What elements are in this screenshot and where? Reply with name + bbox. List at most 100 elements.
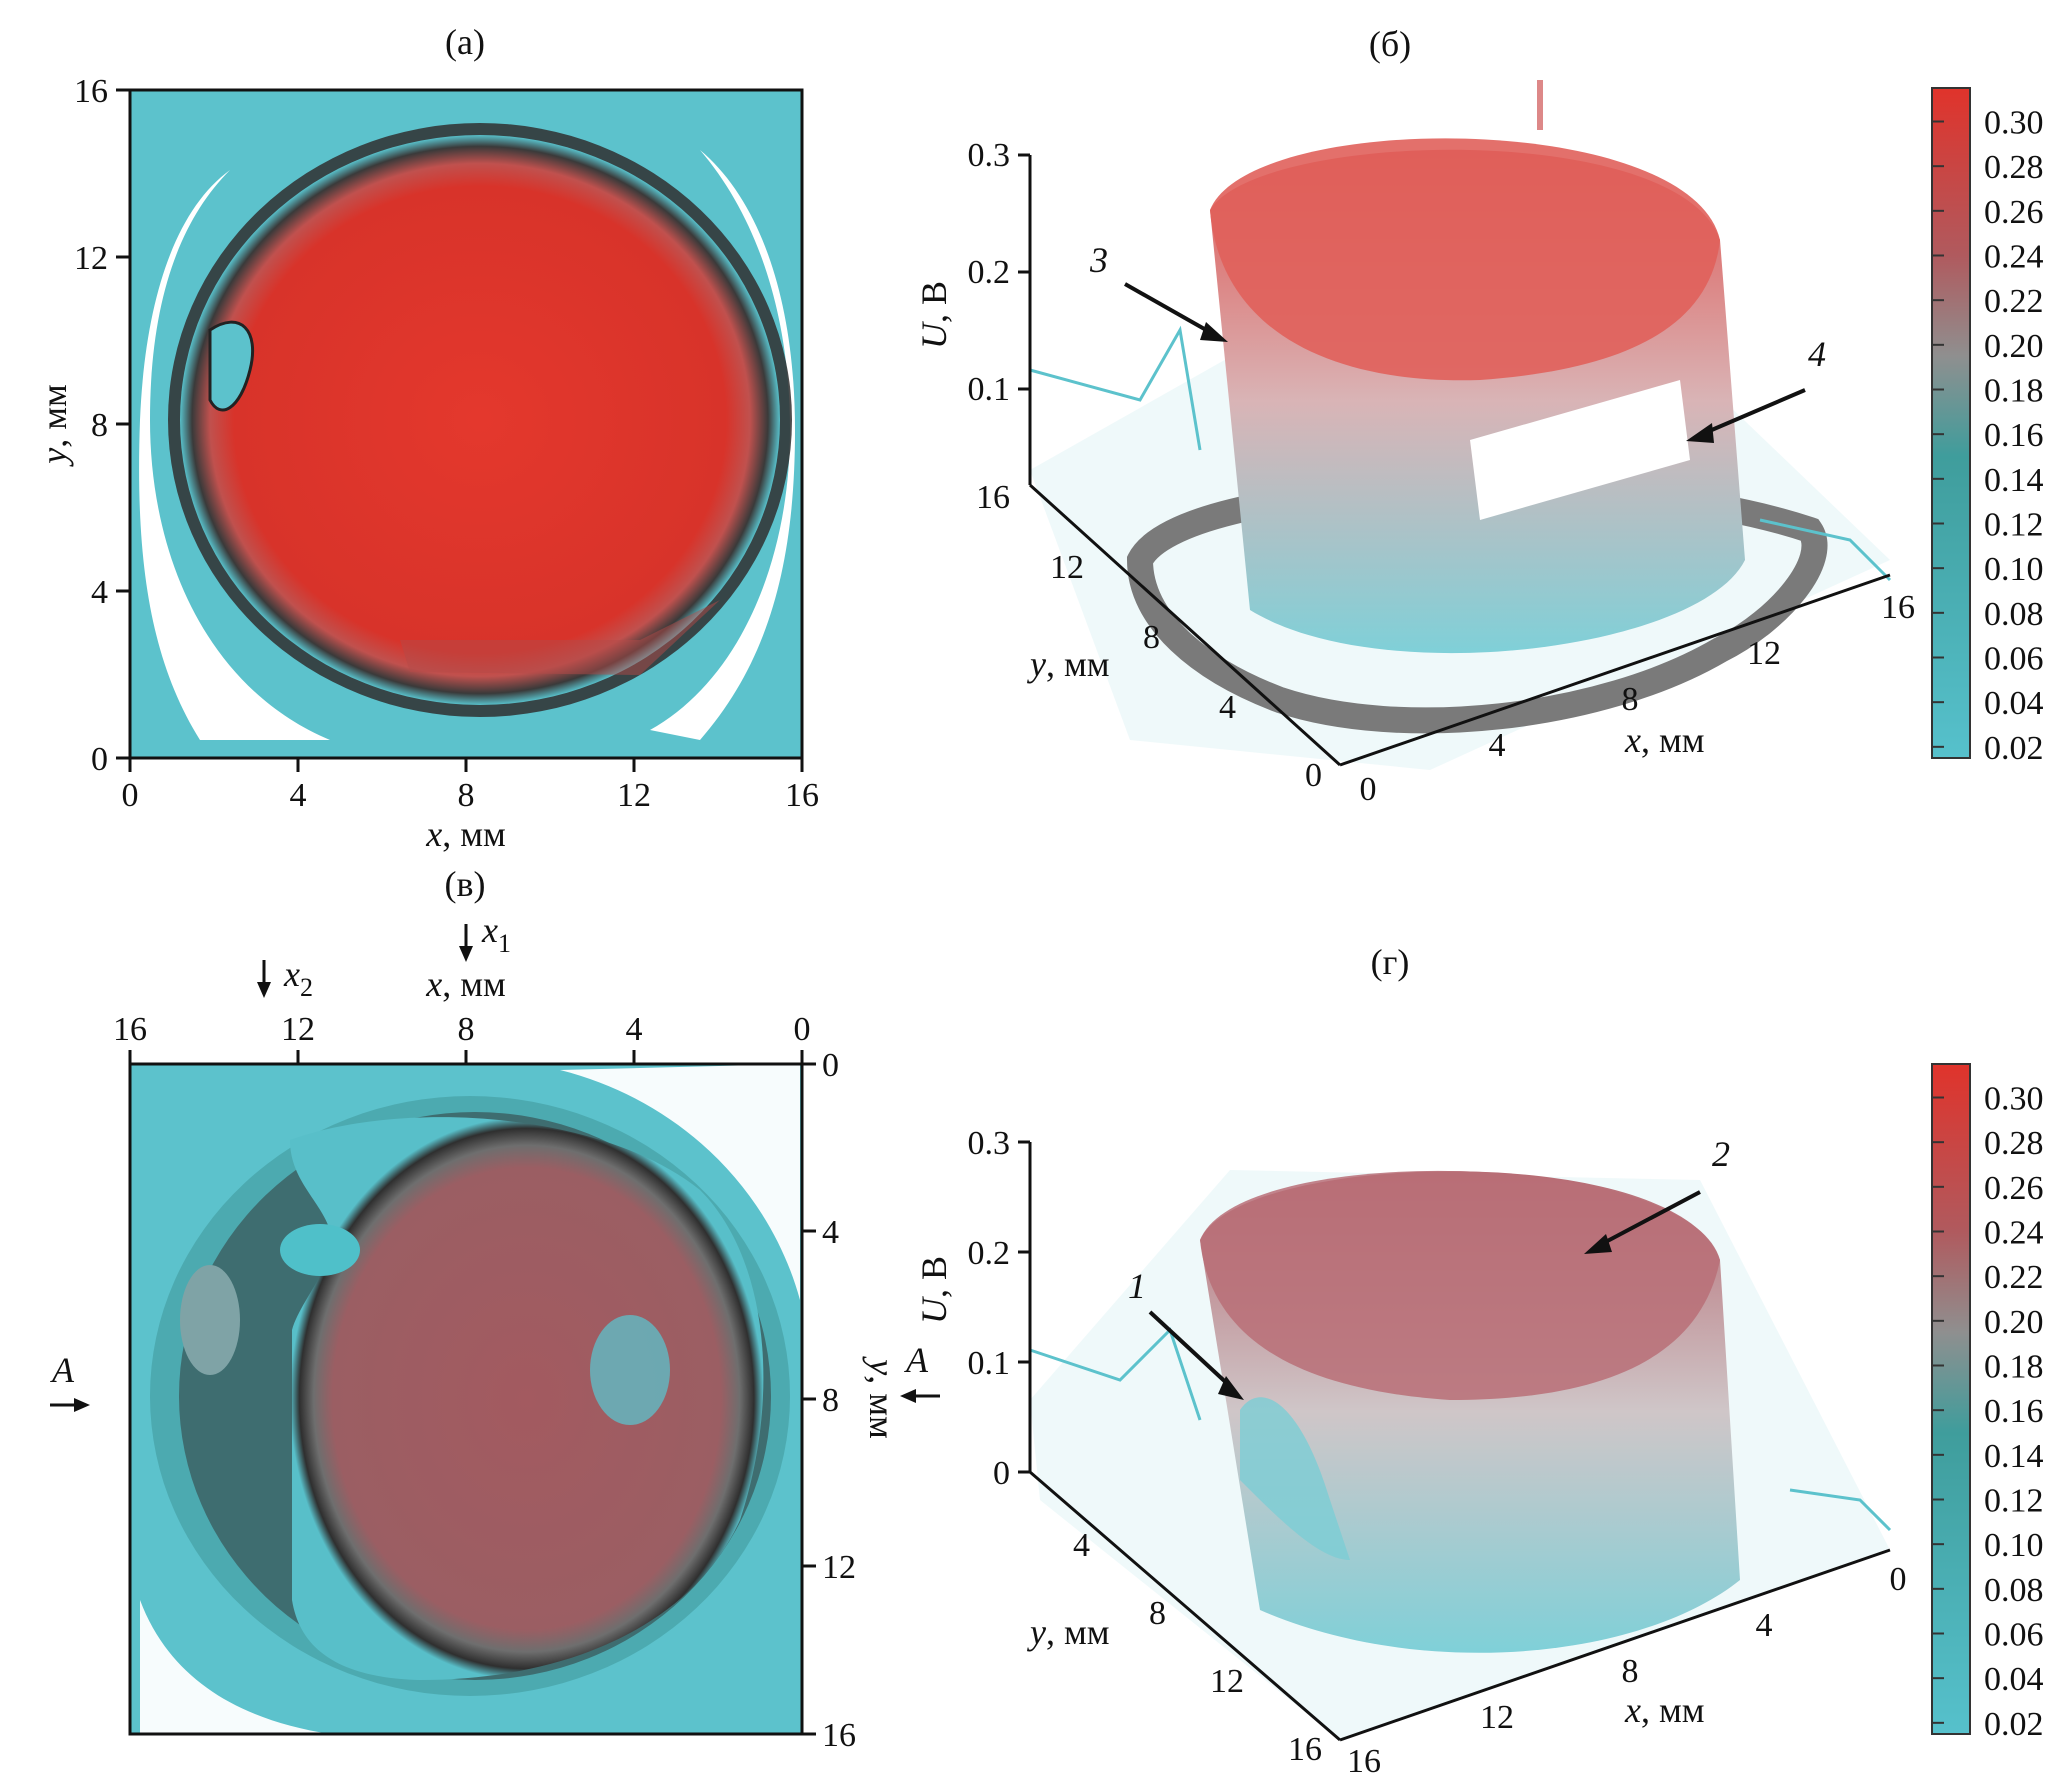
tick-label: 4 — [822, 1214, 839, 1251]
colorbar-tick-label: 0.18 — [1984, 1349, 2044, 1386]
section-marker-right: A — [904, 1340, 929, 1380]
colorbar-tick-label: 0.16 — [1984, 1393, 2044, 1430]
annotation-arrow — [1148, 1310, 1234, 1390]
colorbar-tick-label: 0.24 — [1984, 1215, 2044, 1252]
panel-c-y-ticks: 0 4 8 12 16 — [822, 1047, 856, 1754]
tick-label: 12 — [1480, 1699, 1514, 1736]
colorbar-tick-label: 0.12 — [1984, 507, 2044, 544]
tick-label: 16 — [976, 479, 1010, 516]
panel-b-ylabel: y, мм — [1027, 644, 1110, 684]
tick-label: 12 — [74, 240, 108, 277]
tick-label: 0.1 — [968, 1345, 1011, 1382]
panel-a-xlabel: x, мм — [425, 814, 506, 854]
colorbar-tick-label: 0.20 — [1984, 1304, 2044, 1341]
tick-label: 0 — [1360, 771, 1377, 808]
tick-label: 0.3 — [968, 137, 1011, 174]
annotation-label: 1 — [1128, 1266, 1146, 1306]
colorbar-tick-label: 0.06 — [1984, 1617, 2044, 1654]
colorbar-tick-label: 0.02 — [1984, 1706, 2044, 1743]
colorbar-tick-label: 0.20 — [1984, 328, 2044, 365]
colorbar-tick-label: 0.16 — [1984, 417, 2044, 454]
annotation-arrow — [1699, 388, 1806, 437]
panel-b-axes — [1018, 153, 1891, 767]
colorbar-tick-label: 0.22 — [1984, 1259, 2044, 1296]
annotation-arrowhead — [1584, 1234, 1612, 1254]
panel-b-label: (б) — [1369, 24, 1411, 64]
annotation-label: 4 — [1808, 334, 1826, 374]
colorbar-tick-label: 0.28 — [1984, 1125, 2044, 1162]
section-marker-left: A — [50, 1350, 75, 1390]
tick-label: 8 — [1622, 1653, 1639, 1690]
panel-c-axes — [128, 1050, 816, 1736]
tick-label: 4 — [91, 574, 108, 611]
panel-c-markers: x1 x2 — [257, 910, 511, 1002]
panel-a-plot — [130, 90, 802, 758]
tick-label: 16 — [785, 777, 819, 814]
colorbar-tick-label: 0.14 — [1984, 462, 2044, 499]
tick-label: 4 — [1756, 1607, 1773, 1644]
marker-x1: x1 — [481, 910, 511, 958]
tick-label: 8 — [458, 777, 475, 814]
panel-c-x-ticks: 16 12 8 4 0 — [113, 1011, 811, 1048]
tick-label: 8 — [1622, 681, 1639, 718]
annotation-arrow — [1124, 282, 1216, 337]
panel-b-x-ticks: 0 4 8 12 16 — [1360, 589, 1916, 808]
panel-c-plot — [130, 1064, 802, 1734]
tick-label: 0 — [794, 1011, 811, 1048]
panel-c-ylabel: y, мм — [862, 1356, 902, 1439]
panel-a-axes — [116, 88, 804, 772]
colorbar-top: 0.30 0.28 0.26 0.24 0.22 0.20 0.18 0.16 0.14 0.12… — [1931, 87, 2044, 767]
tick-label: 0 — [1890, 1561, 1907, 1598]
panel-b-annotations: 3 4 — [1089, 240, 1826, 443]
panel-d: (г) 0 0.1 0.2 0.3 U, В 4 8 1 — [914, 942, 1907, 1774]
colorbar-tick-label: 0.24 — [1984, 239, 2044, 276]
colorbar-tick-label: 0.10 — [1984, 1527, 2044, 1564]
panel-c: (в) x1 x2 x, мм 16 12 8 4 0 — [50, 864, 940, 1754]
panel-d-x-ticks: 16 12 8 4 0 — [1347, 1561, 1907, 1774]
panel-d-ylabel: y, мм — [1027, 1612, 1110, 1652]
annotation-arrowhead — [1218, 1376, 1244, 1400]
colorbar-tick-label: 0.10 — [1984, 551, 2044, 588]
tick-label: 12 — [1050, 549, 1084, 586]
tick-label: 8 — [822, 1382, 839, 1419]
panel-d-plateau — [1200, 1170, 1720, 1400]
panel-b-surface — [1029, 80, 1892, 770]
tick-label: 4 — [1489, 727, 1506, 764]
annotation-label: 2 — [1712, 1134, 1730, 1174]
tick-label: 12 — [617, 777, 651, 814]
panel-c-label: (в) — [445, 864, 486, 904]
panel-d-label: (г) — [1371, 942, 1410, 982]
panel-d-xlabel: x, мм — [1624, 1690, 1705, 1730]
colorbar-bottom-ticks: 0.30 0.28 0.26 0.24 0.22 0.20 0.18 0.16 0.14 0.12… — [1932, 1081, 2044, 1743]
colorbar-tick-label: 0.18 — [1984, 373, 2044, 410]
tick-label: 4 — [290, 777, 307, 814]
annotation-arrow — [1597, 1190, 1701, 1248]
tick-label: 0 — [822, 1047, 839, 1084]
tick-label: 12 — [822, 1549, 856, 1586]
colorbar-tick-label: 0.30 — [1984, 1081, 2044, 1118]
tick-label: 0.2 — [968, 1235, 1011, 1272]
colorbar-tick-label: 0.08 — [1984, 596, 2044, 633]
annotation-arrowhead — [1686, 423, 1714, 443]
panel-c-xlabel: x, мм — [425, 964, 506, 1004]
colorbar-tick-label: 0.08 — [1984, 1572, 2044, 1609]
colorbar-tick-label: 0.04 — [1984, 1661, 2044, 1698]
panel-b-xlabel: x, мм — [1624, 720, 1705, 760]
marker-x2: x2 — [283, 954, 313, 1002]
tick-label: 0.1 — [968, 371, 1011, 408]
colorbar-top-ticks: 0.30 0.28 0.26 0.24 0.22 0.20 0.18 0.16 0.14 0.12… — [1932, 105, 2044, 767]
tick-label: 16 — [1881, 589, 1915, 626]
tick-label: 12 — [281, 1011, 315, 1048]
tick-label: 8 — [1143, 619, 1160, 656]
tick-label: 0 — [122, 777, 139, 814]
tick-label: 8 — [91, 407, 108, 444]
panel-b-zlabel: U, В — [914, 281, 954, 349]
colorbar-tick-label: 0.22 — [1984, 283, 2044, 320]
tick-label: 0 — [91, 741, 108, 778]
tick-label: 0 — [993, 1455, 1010, 1492]
panel-b-y-ticks: 16 12 8 4 0 — [976, 479, 1322, 794]
panel-a-y-ticks: 0 4 8 12 16 — [74, 73, 108, 778]
tick-label: 0 — [1305, 757, 1322, 794]
panel-d-surface — [1029, 1170, 1892, 1740]
